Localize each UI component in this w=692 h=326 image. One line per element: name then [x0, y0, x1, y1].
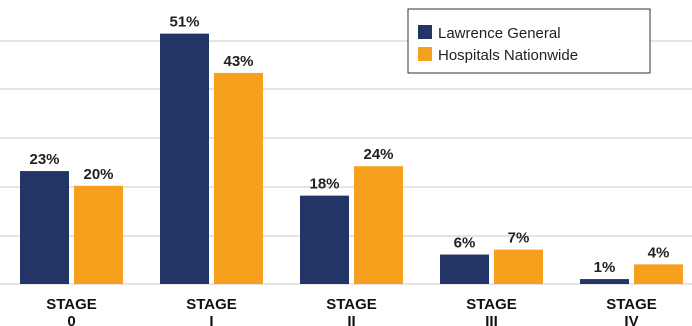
category-label-1-line2: I: [209, 313, 213, 326]
value-labels: 23% 20% 51% 43% 18% 24% 6% 7% 1% 4%: [29, 14, 669, 276]
legend-label-hospitals-nationwide: Hospitals Nationwide: [438, 47, 578, 64]
value-label-lawrence-general-0: 23%: [29, 151, 59, 168]
bar-lawrence-general-3: [440, 254, 489, 284]
category-label-3-line1: STAGE: [466, 296, 517, 313]
legend-frame: [407, 8, 651, 74]
category-label-0-line2: 0: [67, 313, 75, 326]
bar-hospitals-nationwide-2: [354, 166, 403, 284]
category-label-4-line1: STAGE: [606, 296, 657, 313]
value-label-hospitals-nationwide-3: 7%: [508, 230, 530, 247]
bars: [20, 33, 683, 284]
category-label-4-line2: IV: [624, 313, 638, 326]
bar-hospitals-nationwide-4: [634, 264, 683, 284]
bar-lawrence-general-2: [300, 195, 349, 284]
bar-lawrence-general-0: [20, 171, 69, 284]
legend-swatch-lawrence-general: [418, 25, 432, 39]
value-label-lawrence-general-4: 1%: [594, 259, 616, 276]
bar-lawrence-general-1: [160, 33, 209, 284]
value-label-hospitals-nationwide-1: 43%: [223, 53, 253, 70]
bar-hospitals-nationwide-1: [214, 72, 263, 284]
legend: Lawrence General Hospitals Nationwide: [407, 8, 651, 74]
bar-lawrence-general-4: [580, 279, 629, 284]
legend-label-lawrence-general: Lawrence General: [438, 25, 561, 42]
category-label-2-line2: II: [347, 313, 355, 326]
value-label-hospitals-nationwide-2: 24%: [363, 146, 393, 163]
bar-hospitals-nationwide-3: [494, 249, 543, 284]
value-label-hospitals-nationwide-4: 4%: [648, 244, 670, 261]
value-label-hospitals-nationwide-0: 20%: [83, 166, 113, 183]
legend-swatch-hospitals-nationwide: [418, 47, 432, 61]
value-label-lawrence-general-3: 6%: [454, 235, 476, 252]
value-label-lawrence-general-1: 51%: [169, 14, 199, 31]
category-label-1-line1: STAGE: [186, 296, 237, 313]
value-label-lawrence-general-2: 18%: [309, 176, 339, 193]
category-label-0-line1: STAGE: [46, 296, 97, 313]
category-label-3-line2: III: [485, 313, 498, 326]
category-label-2-line1: STAGE: [326, 296, 377, 313]
bar-hospitals-nationwide-0: [74, 185, 123, 284]
